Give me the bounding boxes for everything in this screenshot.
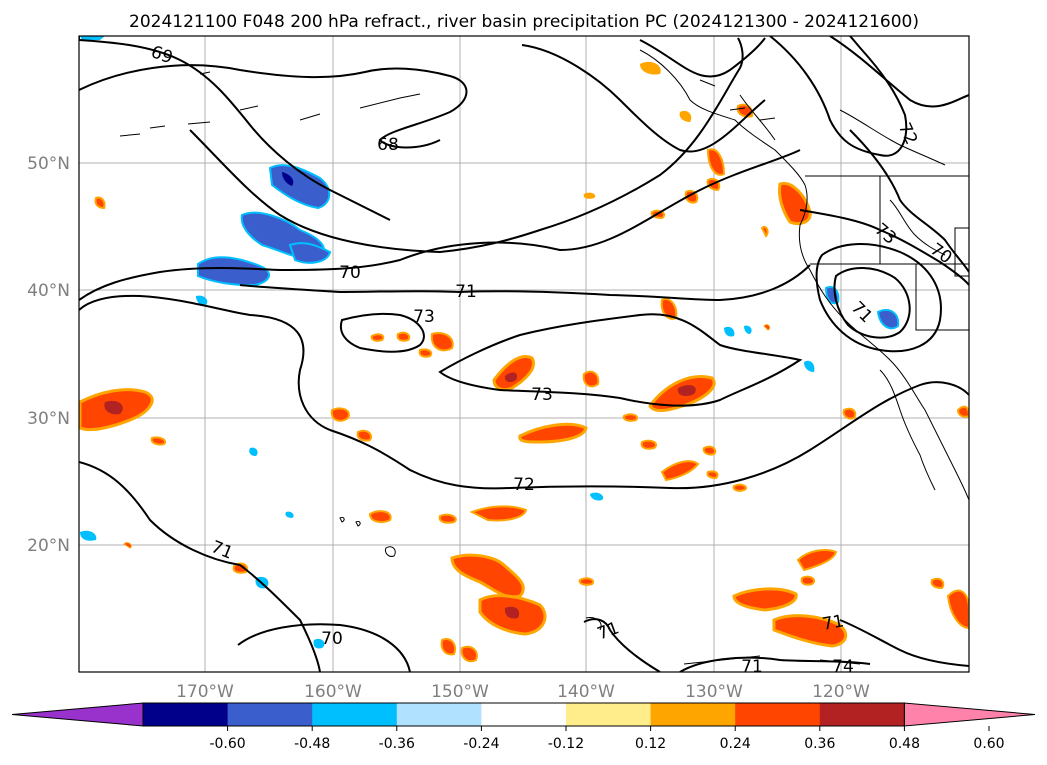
lon-label: 120°W: [812, 682, 870, 702]
negative-anomaly-areas: [80, 36, 900, 649]
lat-label: 20°N: [27, 536, 70, 556]
colorbar-tick-label: -0.48: [294, 736, 330, 752]
map-title: 2024121100 F048 200 hPa refract., river …: [129, 12, 919, 32]
colorbar-tick-label: -0.60: [209, 736, 245, 752]
contour-label: 70: [321, 629, 343, 649]
contour-label: 71: [455, 282, 477, 302]
colorbar-tick-label: 0.48: [889, 736, 920, 752]
latitude-labels: 50°N 40°N 30°N 20°N: [27, 154, 70, 556]
positive-anomaly-areas: [79, 61, 969, 663]
colorbar-segment: [227, 703, 313, 726]
gridlines: [79, 36, 969, 672]
contour-label: 68: [377, 135, 399, 155]
lon-label: 150°W: [431, 682, 489, 702]
longitude-labels: 170°W 160°W 150°W 140°W 130°W 120°W: [176, 682, 870, 702]
contour-label: 72: [513, 475, 535, 495]
map-panel: 69 68 70 71 73 73 72 71 70 71 71 71 74 7…: [78, 35, 970, 677]
lon-label: 160°W: [304, 682, 362, 702]
colorbar-tick-label: 0.12: [635, 736, 666, 752]
colorbar-extend-min: [11, 702, 144, 727]
map-frame: [78, 35, 970, 673]
colorbar-tick-label: 0.60: [973, 736, 1004, 752]
colorbar-tick-label: -0.12: [548, 736, 584, 752]
lon-label: 130°W: [685, 682, 743, 702]
colorbar-segment: [143, 703, 229, 726]
colorbar-frame: [142, 702, 905, 727]
map-background: [79, 36, 969, 672]
contour-label: 70: [339, 263, 361, 283]
refractivity-contours: [79, 36, 969, 672]
contour-label: 74: [832, 657, 854, 677]
colorbar-segment: [735, 703, 821, 726]
lon-label: 140°W: [557, 682, 615, 702]
contour-label: 71: [741, 657, 763, 677]
colorbar-extend-max: [903, 702, 1036, 727]
lat-label: 40°N: [27, 281, 70, 301]
lat-label: 50°N: [27, 154, 70, 174]
contour-label: 73: [531, 385, 553, 405]
colorbar-segment: [650, 703, 736, 726]
colorbar-tick-label: 0.24: [720, 736, 751, 752]
colorbar-segment: [312, 703, 398, 726]
colorbar-tick-label: -0.36: [379, 736, 415, 752]
colorbar-segment: [481, 703, 567, 726]
colorbar: -0.60 -0.48 -0.36 -0.24 -0.12 0.12 0.24 0.36 0.4…: [11, 702, 1036, 752]
contour-label: 73: [413, 307, 435, 327]
contour-label: 71: [821, 611, 846, 634]
lat-label: 30°N: [27, 409, 70, 429]
colorbar-tick-label: -0.24: [463, 736, 499, 752]
colorbar-segment: [396, 703, 482, 726]
colorbar-segment: [566, 703, 652, 726]
lon-label: 170°W: [176, 682, 234, 702]
colorbar-segment: [819, 703, 905, 726]
colorbar-tick-label: 0.36: [804, 736, 835, 752]
